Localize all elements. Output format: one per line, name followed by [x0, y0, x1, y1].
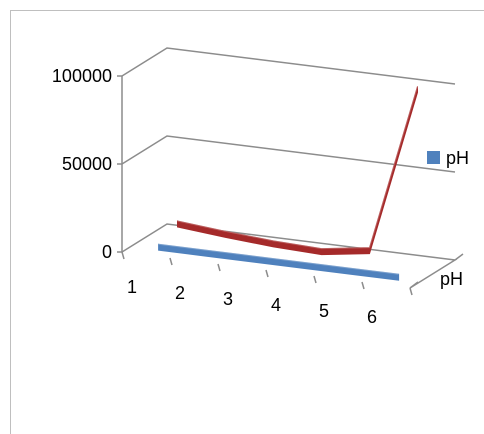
chart-frame [10, 10, 484, 434]
x-tick-label: 2 [175, 283, 185, 303]
depth-axis-label: pH [440, 269, 463, 289]
series-2-line [177, 86, 418, 256]
x-axis-tick-labels: 1 2 3 4 5 6 [127, 277, 377, 327]
x-tick-label: 1 [127, 277, 137, 297]
y-tick-label: 100000 [52, 66, 112, 86]
x-tick-mark [121, 251, 125, 260]
x-tick-mark [361, 281, 365, 290]
x-tick-label: 3 [223, 289, 233, 309]
gridline-2 [121, 47, 456, 85]
depth-tick-mark [409, 281, 419, 289]
x-tick-mark [217, 263, 221, 272]
series-layer [158, 86, 418, 281]
series-2-ribbon [177, 86, 418, 256]
legend: pH [427, 148, 469, 168]
x-tick-mark [169, 257, 173, 266]
x-tick-mark [265, 269, 269, 278]
gridline-1 [121, 135, 456, 173]
depth-tick-mark [454, 253, 464, 261]
floor-outline [121, 223, 458, 289]
y-tick-label: 50000 [62, 154, 112, 174]
y-axis-tick-labels: 0 50000 100000 [52, 66, 112, 262]
legend-label: pH [446, 148, 469, 168]
series-1-line [158, 243, 400, 281]
series-1-highlight [158, 243, 399, 275]
series-1-ribbon [158, 243, 400, 281]
x-tick-label: 4 [271, 295, 281, 315]
legend-swatch [427, 151, 440, 164]
y-tick-label: 0 [102, 242, 112, 262]
chart-walls [117, 47, 464, 296]
series-2-highlight [177, 86, 418, 250]
x-tick-label: 6 [367, 307, 377, 327]
x-tick-label: 5 [319, 301, 329, 321]
x-tick-mark [313, 275, 317, 284]
x-tick-mark [409, 287, 413, 296]
